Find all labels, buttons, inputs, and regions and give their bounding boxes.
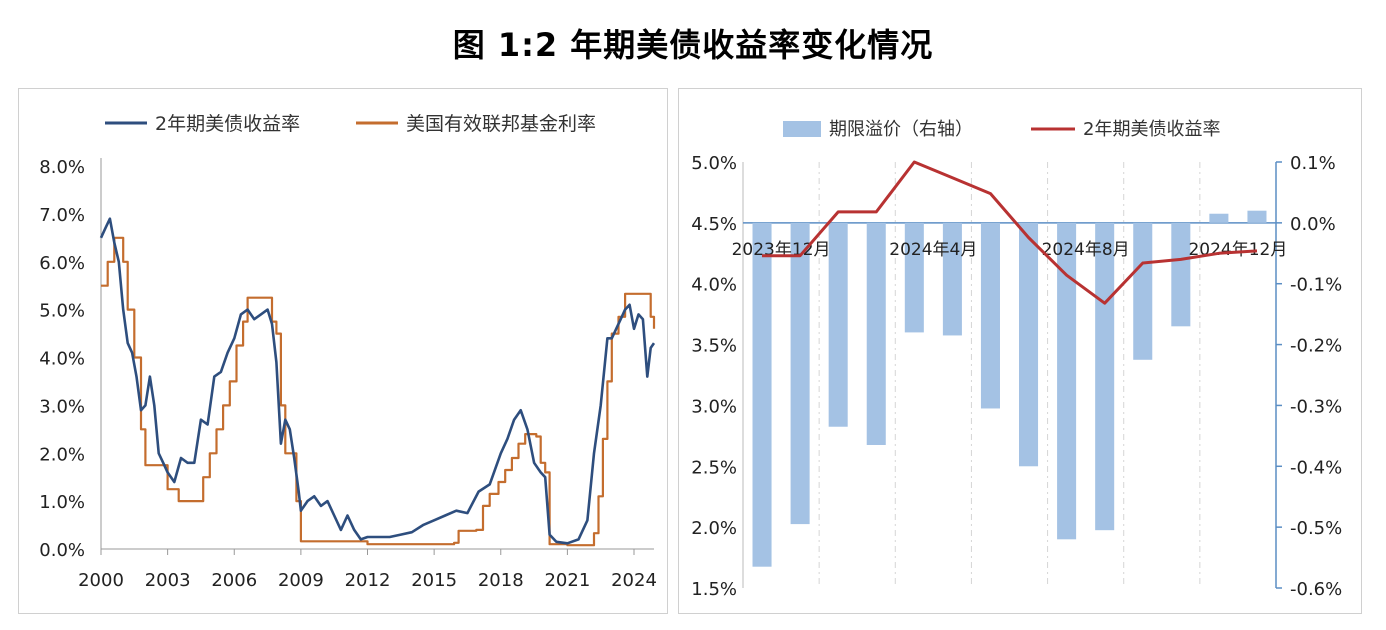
bar (752, 222, 772, 567)
legend-label-line: 2年期美债收益率 (1083, 119, 1220, 140)
left-chart-panel: 2年期美债收益率 美国有效联邦基金利率 0.0% 1.0% 2.0% 3.0% 4.0% 5.… (18, 88, 668, 614)
y-tick-label: 7.0% (39, 205, 85, 226)
x-tick-label: 2024年8月 (1042, 240, 1130, 260)
bar (866, 222, 886, 445)
right-tick-label: -0.5% (1290, 518, 1342, 539)
right-tick-label: -0.6% (1290, 579, 1342, 600)
bar (1133, 222, 1153, 360)
x-tick-label: 2006 (211, 570, 257, 591)
x-tick-label: 2021 (544, 570, 590, 591)
bar (1247, 210, 1267, 223)
legend-swatch-bar (783, 121, 821, 137)
bar (980, 222, 1000, 409)
x-tick-label: 2024年4月 (889, 240, 977, 260)
bar (1019, 222, 1039, 467)
right-tick-label: -0.4% (1290, 457, 1342, 478)
bar (790, 222, 810, 525)
left-tick-label: 3.5% (691, 336, 737, 357)
bar (904, 222, 924, 333)
x-tick-label: 2000 (78, 570, 124, 591)
left-tick-label: 2.5% (691, 457, 737, 478)
right-tick-label: -0.2% (1290, 336, 1342, 357)
bar (942, 222, 962, 336)
left-tick-label: 2.0% (691, 518, 737, 539)
left-tick-label: 3.0% (691, 396, 737, 417)
y-tick-label: 2.0% (39, 444, 85, 465)
bar (1057, 222, 1077, 540)
legend-label-1: 美国有效联邦基金利率 (406, 113, 596, 135)
bar (828, 222, 848, 427)
page-title: 图 1:2 年期美债收益率变化情况 (452, 26, 934, 64)
right-chart-panel: 期限溢价（右轴） 2年期美债收益率 1.5% 2.0% 2.5% 3.0% 3.5% 4.0%… (678, 88, 1362, 614)
y-tick-label: 4.0% (39, 349, 85, 370)
legend-label-0: 2年期美债收益率 (155, 113, 300, 135)
y-tick-label: 8.0% (39, 157, 85, 178)
y-tick-label: 3.0% (39, 396, 85, 417)
x-tick-label: 2003 (145, 570, 191, 591)
series-line-1 (101, 236, 656, 547)
right-chart-svg: 期限溢价（右轴） 2年期美债收益率 1.5% 2.0% 2.5% 3.0% 3.5% 4.0%… (691, 119, 1342, 600)
x-tick-label: 2024 (611, 570, 657, 591)
series-line-0 (99, 217, 656, 545)
right-tick-label: 0.1% (1290, 153, 1336, 174)
y-tick-label: 5.0% (39, 301, 85, 322)
left-tick-label: 4.0% (691, 275, 737, 296)
x-tick-label: 2018 (478, 570, 524, 591)
bar (1171, 222, 1191, 327)
x-tick-label: 2015 (411, 570, 457, 591)
x-tick-label: 2012 (345, 570, 391, 591)
bar (1209, 213, 1229, 223)
x-tick-label: 2009 (278, 570, 324, 591)
bar (1095, 222, 1115, 531)
right-tick-label: -0.3% (1290, 396, 1342, 417)
right-tick-label: -0.1% (1290, 275, 1342, 296)
y-tick-label: 1.0% (39, 492, 85, 513)
left-tick-label: 4.5% (691, 214, 737, 235)
y-tick-label: 0.0% (39, 540, 85, 561)
left-tick-label: 5.0% (691, 153, 737, 174)
right-tick-label: 0.0% (1290, 214, 1336, 235)
y-tick-label: 6.0% (39, 253, 85, 274)
left-tick-label: 1.5% (691, 579, 737, 600)
series-line-yield (762, 160, 1258, 305)
left-chart-svg: 2年期美债收益率 美国有效联邦基金利率 0.0% 1.0% 2.0% 3.0% 4.0% 5.… (39, 113, 657, 591)
x-tick-label: 2023年12月 (732, 240, 831, 260)
legend-label-bar: 期限溢价（右轴） (829, 119, 973, 140)
